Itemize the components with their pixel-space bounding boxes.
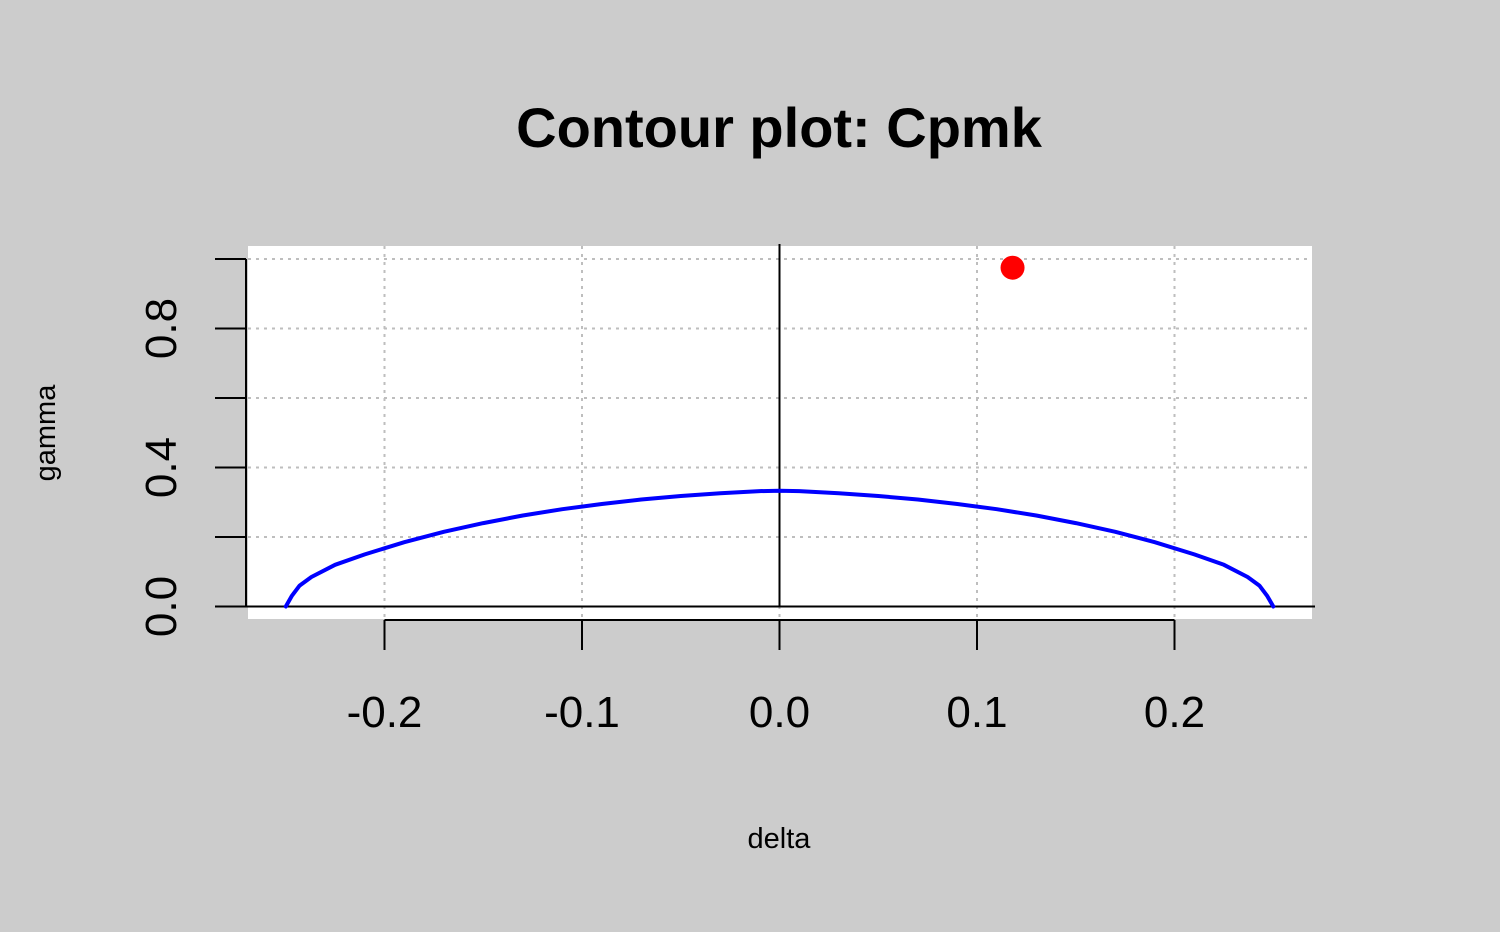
x-tick-label: -0.2 (347, 688, 423, 737)
data-points (1000, 255, 1025, 280)
contour-line (283, 488, 1276, 609)
x-axis-label: delta (748, 823, 812, 855)
x-tick-label: 0.2 (1144, 688, 1205, 737)
x-tick-label: 0.1 (946, 688, 1007, 737)
y-tick-label: 0.0 (137, 576, 186, 637)
contour-series (283, 488, 1276, 609)
data-point (1000, 255, 1025, 280)
y-axis: 0.0 0.4 0.8 (137, 258, 247, 637)
x-tick-label: 0.0 (749, 688, 810, 737)
x-axis: -0.2 -0.1 0.0 0.1 0.2 (347, 619, 1205, 737)
x-tick-label: -0.1 (544, 688, 620, 737)
y-tick-label: 0.4 (137, 437, 186, 498)
y-tick-label: 0.8 (137, 298, 186, 359)
y-axis-label: gamma (30, 384, 62, 482)
chart-title: Contour plot: Cpmk (516, 96, 1043, 159)
